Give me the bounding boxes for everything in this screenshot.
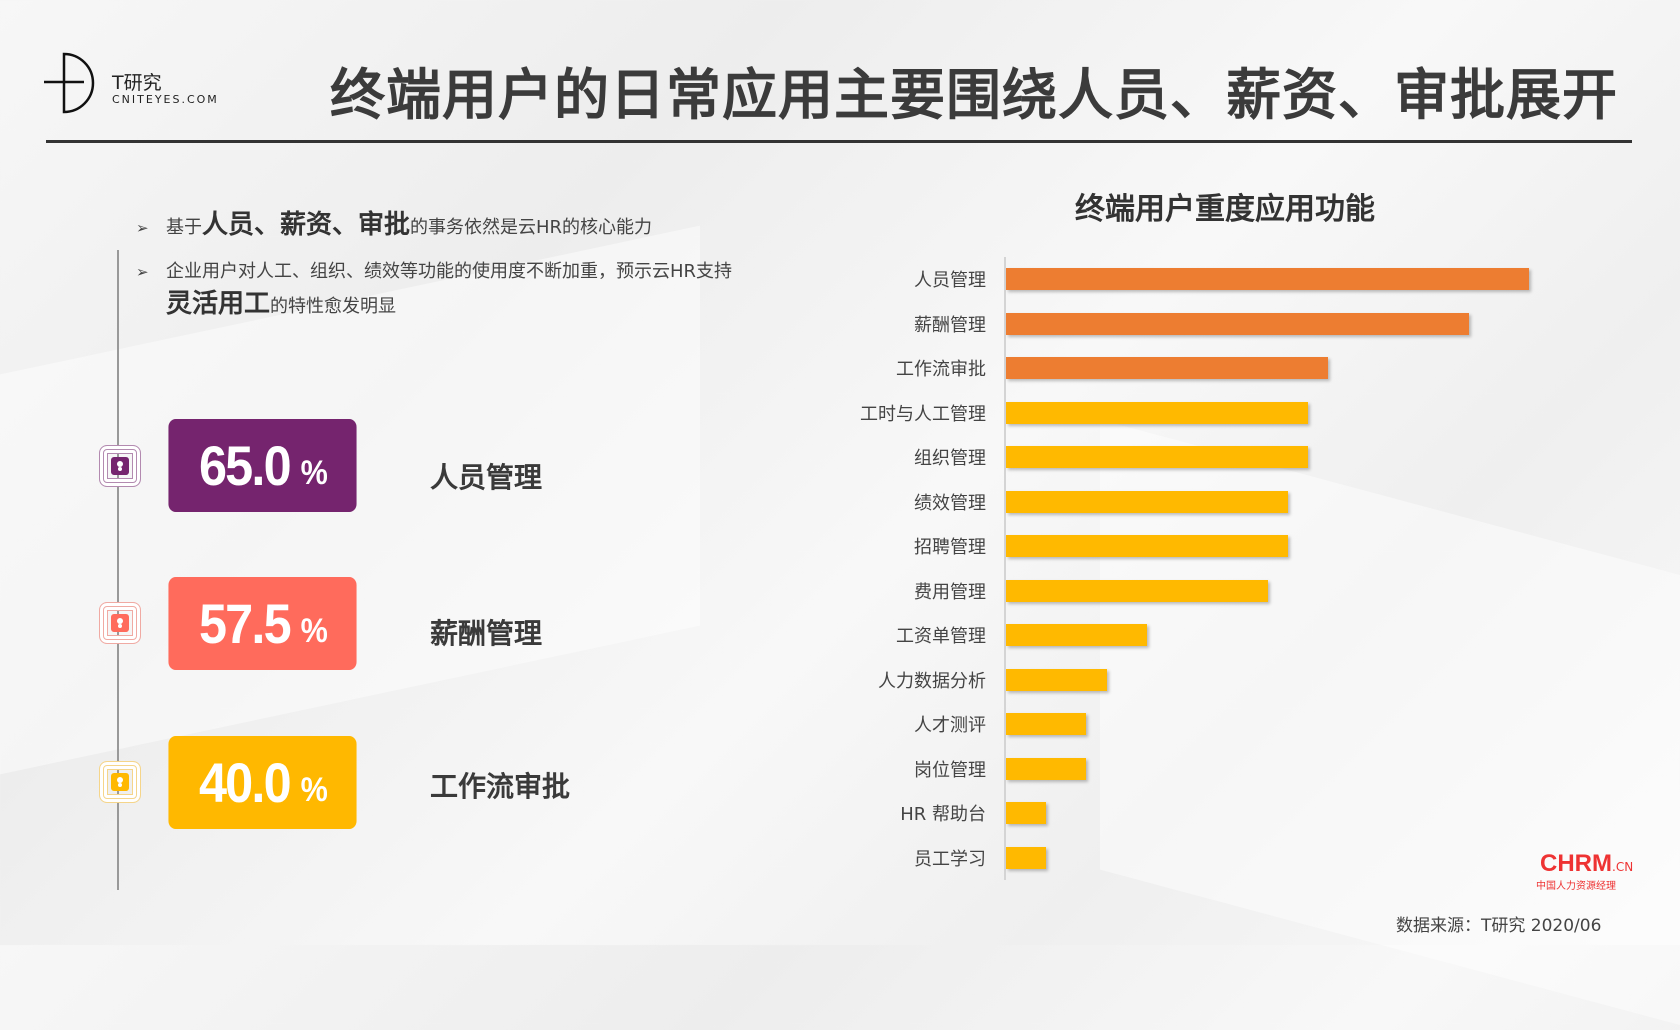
bullet-text: 的事务依然是云HR的核心能力 xyxy=(410,217,653,238)
logo-domain: CNITEYES.COM xyxy=(112,93,219,106)
logo-name: T研究 xyxy=(112,72,162,94)
bar xyxy=(1006,357,1328,379)
bullet-text: 的特性愈发明显 xyxy=(270,296,397,317)
stat-card-people: 65.0% xyxy=(168,419,357,512)
timeline-line xyxy=(117,250,119,890)
bullet-text: 企业用户对人工、组织、绩效等功能的使用度不断加重，预示云HR支持 xyxy=(166,261,733,282)
title-divider xyxy=(46,140,1632,143)
category-label: 工资单管理 xyxy=(896,626,986,647)
keyhole-icon xyxy=(99,602,141,644)
page-title: 终端用户的日常应用主要围绕人员、薪资、审批展开 xyxy=(330,63,1619,127)
category-label: 薪酬管理 xyxy=(914,314,986,336)
category-label: 员工学习 xyxy=(914,848,986,870)
category-label: HR 帮助台 xyxy=(900,804,986,825)
bar xyxy=(1006,757,1087,780)
stat-unit: % xyxy=(300,771,328,809)
stat-label: 工作流审批 xyxy=(430,770,571,803)
bar xyxy=(1006,535,1288,557)
bar xyxy=(1006,268,1529,290)
bar xyxy=(1006,668,1107,691)
category-label: 绩效管理 xyxy=(914,492,986,514)
bar xyxy=(1006,624,1147,646)
arrow-bullet-icon: ➢ xyxy=(136,263,149,281)
bar xyxy=(1006,401,1308,424)
bullet-2: ➢ 企业用户对人工、组织、绩效等功能的使用度不断加重，预示云HR支持 灵活用工的特… xyxy=(136,257,732,320)
stat-unit: % xyxy=(300,612,328,650)
category-label: 人力数据分析 xyxy=(878,670,986,692)
stat-value: 65.0 xyxy=(198,434,292,497)
watermark-logo: CHRM.CN 中国人力资源经理 xyxy=(1536,850,1634,892)
bar xyxy=(1006,846,1047,869)
bar xyxy=(1006,490,1288,513)
logo-icon xyxy=(44,52,95,114)
stat-label: 薪酬管理 xyxy=(430,617,543,650)
keyhole-icon xyxy=(99,761,141,803)
bullet-1: ➢ 基于人员、薪资、审批的事务依然是云HR的核心能力 xyxy=(136,204,652,241)
bullet-text: 基于 xyxy=(166,217,202,238)
category-label: 组织管理 xyxy=(914,448,986,469)
stat-unit: % xyxy=(300,454,328,492)
bar xyxy=(1006,713,1087,735)
bullet-emphasis: 人员、薪资、审批 xyxy=(202,210,411,240)
category-label: 岗位管理 xyxy=(914,759,986,781)
chart-axis xyxy=(1004,257,1006,880)
keyhole-icon xyxy=(99,445,141,487)
bullet-emphasis: 灵活用工 xyxy=(166,289,271,319)
stat-label: 人员管理 xyxy=(430,461,543,494)
stat-value: 40.0 xyxy=(198,751,292,814)
category-label: 工时与人工管理 xyxy=(860,403,986,425)
bar xyxy=(1006,802,1047,824)
category-label: 人才测评 xyxy=(914,715,986,736)
arrow-bullet-icon: ➢ xyxy=(136,219,149,237)
stat-card-workflow: 40.0% xyxy=(168,736,357,829)
bar xyxy=(1006,579,1268,602)
category-label: 费用管理 xyxy=(914,581,986,603)
chart-title: 终端用户重度应用功能 xyxy=(1075,192,1375,227)
bar xyxy=(1006,446,1308,468)
category-label: 人员管理 xyxy=(914,270,986,291)
category-label: 工作流审批 xyxy=(896,359,986,380)
bar xyxy=(1006,312,1469,335)
stat-value: 57.5 xyxy=(198,592,292,655)
stat-card-payroll: 57.5% xyxy=(168,577,357,670)
category-label: 招聘管理 xyxy=(914,537,986,558)
data-source: 数据来源：T研究 2020/06 xyxy=(1396,916,1602,936)
